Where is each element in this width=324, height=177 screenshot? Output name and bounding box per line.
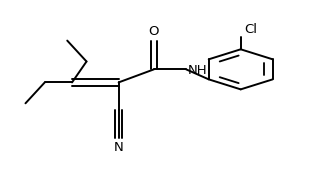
Text: N: N xyxy=(114,141,123,154)
Text: NH: NH xyxy=(188,64,207,77)
Text: O: O xyxy=(149,25,159,38)
Text: Cl: Cl xyxy=(244,23,257,36)
